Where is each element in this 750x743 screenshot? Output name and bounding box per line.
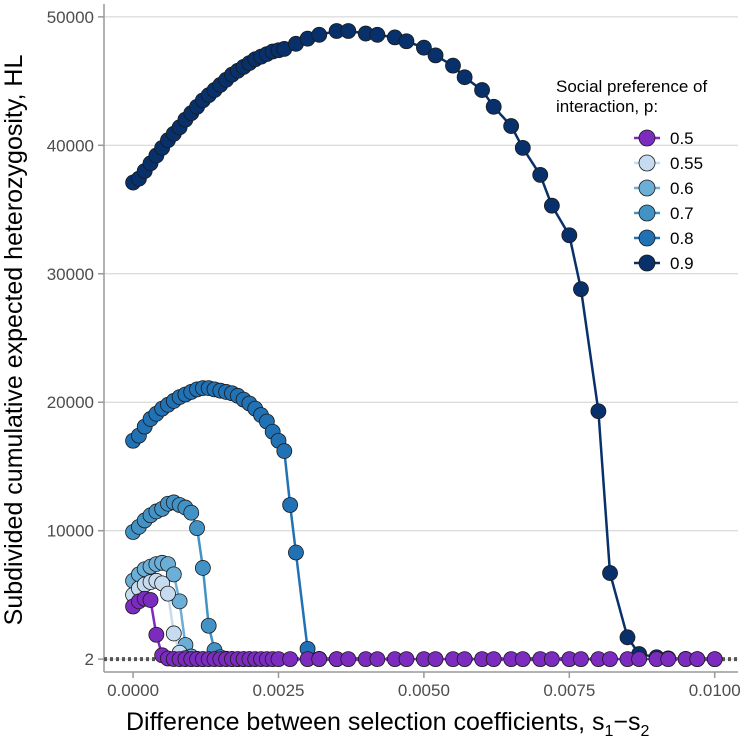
series-0-8 — [125, 380, 345, 668]
data-point — [148, 626, 165, 643]
data-point — [194, 560, 211, 576]
y-tick-label: 40000 — [47, 136, 94, 155]
data-point — [189, 520, 205, 537]
x-axis-title-sub2: 2 — [641, 723, 650, 740]
data-point — [689, 651, 706, 668]
data-point — [602, 651, 618, 668]
data-point — [165, 566, 182, 583]
series-0-9 — [125, 23, 723, 668]
data-point — [619, 629, 636, 646]
x-tick-label: 0.0075 — [543, 681, 595, 700]
legend-item: 0.55 — [634, 154, 703, 173]
data-point — [142, 592, 159, 608]
series-line — [132, 386, 337, 661]
legend-items: 0.5 0.55 0.6 0.7 0.8 0.9 — [634, 129, 703, 273]
data-point — [660, 651, 677, 668]
x-axis-title-main: Difference between selection coefficient… — [126, 708, 605, 736]
data-point — [398, 651, 415, 668]
legend-title-line2: interaction, p: — [556, 97, 658, 116]
x-axis-title-minus: −s — [613, 708, 640, 736]
data-point — [288, 544, 304, 561]
data-point — [416, 39, 432, 56]
data-point — [427, 651, 444, 668]
legend-label: 0.6 — [670, 179, 694, 198]
legend: Social preference of interaction, p: 0.5… — [556, 77, 707, 273]
data-point — [543, 197, 560, 214]
x-axis-title-sub1: 1 — [605, 723, 614, 740]
data-point — [183, 504, 200, 521]
y-tick-label: 50000 — [47, 8, 94, 27]
data-point — [445, 57, 461, 74]
data-point — [340, 651, 357, 668]
y-tick-label: 20000 — [47, 393, 94, 412]
data-point — [503, 118, 520, 134]
x-axis-title: Difference between selection coefficient… — [126, 708, 650, 740]
data-point — [590, 403, 607, 420]
data-point — [340, 23, 357, 39]
data-point — [456, 69, 473, 86]
x-tick-label: 0.0025 — [252, 681, 304, 700]
data-point — [165, 625, 182, 642]
legend-label: 0.55 — [670, 154, 703, 173]
data-point — [427, 47, 444, 64]
data-point — [573, 651, 589, 668]
data-point — [474, 82, 490, 98]
y-tick-label: 30000 — [47, 265, 94, 284]
legend-marker — [638, 154, 656, 172]
x-tick-label: 0.0100 — [689, 681, 741, 700]
legend-item: 0.6 — [634, 179, 694, 198]
legend-item: 0.7 — [634, 204, 694, 223]
data-point — [532, 166, 549, 183]
data-point — [631, 651, 648, 668]
data-point — [311, 26, 328, 43]
legend-marker — [638, 179, 656, 197]
data-point — [456, 651, 473, 668]
data-point — [706, 651, 723, 668]
data-point — [200, 617, 217, 634]
legend-item: 0.8 — [634, 229, 694, 248]
data-point — [602, 565, 618, 581]
legend-marker — [638, 254, 656, 272]
legend-item: 0.5 — [634, 129, 694, 148]
legend-label: 0.9 — [670, 254, 694, 273]
data-point — [485, 651, 502, 668]
axes-layer — [103, 4, 738, 673]
x-tick-label: 0.0050 — [398, 681, 450, 700]
data-point — [514, 139, 531, 156]
y-tick-label: 2 — [85, 650, 94, 669]
legend-item: 0.9 — [634, 254, 694, 273]
legend-label: 0.5 — [670, 129, 694, 148]
legend-marker — [638, 229, 656, 247]
data-point — [514, 651, 531, 668]
data-point — [398, 33, 415, 50]
series-0-5 — [125, 590, 723, 668]
ticks-layer: 2 10000 20000 30000 40000 50000 0.0000 0.0025 0.… — [47, 8, 741, 700]
legend-title-line1: Social preference of — [556, 77, 707, 96]
data-point — [282, 651, 299, 668]
data-point — [543, 651, 560, 668]
legend-label: 0.7 — [670, 204, 694, 223]
data-point — [282, 497, 299, 513]
series-line — [132, 29, 715, 661]
data-point — [311, 651, 328, 668]
legend-label: 0.8 — [670, 229, 694, 248]
series-layer — [125, 23, 723, 668]
data-point — [485, 98, 502, 115]
y-tick-label: 10000 — [47, 522, 94, 541]
data-point — [369, 26, 386, 43]
legend-marker — [638, 129, 656, 147]
data-point — [160, 585, 176, 602]
legend-marker — [638, 204, 656, 222]
x-tick-label: 0.0000 — [107, 681, 159, 700]
data-point — [171, 593, 188, 610]
data-point — [561, 227, 578, 244]
data-point — [276, 443, 293, 459]
data-point — [573, 281, 589, 298]
data-point — [369, 651, 386, 668]
y-axis-title: Subdivided cumulative expected heterozyg… — [0, 55, 28, 626]
